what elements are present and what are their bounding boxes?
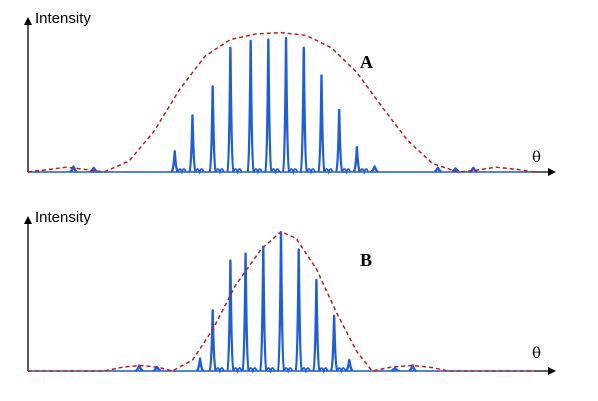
envelope-curve-1 (28, 230, 534, 372)
y-axis-arrow-1 (24, 216, 32, 224)
fringe-peak-0-0 (69, 165, 78, 173)
x-axis-label-1: θ (532, 344, 541, 362)
y-axis-arrow-0 (24, 17, 32, 25)
fringe-peak-1-10 (329, 314, 339, 372)
fringe-peak-1-9 (312, 278, 321, 372)
panel-label-0: A (360, 52, 373, 72)
fringe-peak-0-5 (226, 46, 235, 173)
fringe-peak-0-3 (188, 114, 197, 173)
envelope-curve-0 (27, 31, 535, 173)
fringe-peak-1-2 (195, 357, 205, 372)
fringe-peak-1-6 (258, 245, 268, 372)
fringe-peak-0-15 (451, 167, 460, 173)
fringe-peak-0-9 (299, 46, 309, 173)
fringe-peak-0-14 (433, 166, 442, 173)
fringe-peak-0-10 (317, 74, 326, 173)
fringe-peak-1-8 (294, 248, 304, 372)
y-axis-label-1: Intensity (35, 209, 91, 226)
fringe-peak-0-7 (263, 38, 273, 173)
fringe-peak-0-2 (170, 150, 179, 173)
fringe-peak-1-4 (226, 259, 235, 372)
y-axis-label-0: Intensity (35, 10, 91, 27)
fringe-peak-0-11 (334, 108, 344, 173)
fringe-peak-0-6 (246, 39, 255, 173)
fringe-peak-0-12 (352, 145, 362, 173)
fringe-peak-1-0 (135, 364, 144, 372)
fringe-peak-1-5 (241, 252, 250, 372)
fringe-peak-1-12 (390, 367, 399, 372)
fringe-peak-1-13 (408, 364, 417, 372)
fringe-peak-0-4 (208, 85, 218, 173)
x-axis-arrow-0 (548, 168, 556, 176)
fringe-peak-1-7 (276, 231, 286, 372)
panel-label-1: B (360, 250, 372, 270)
fringe-peak-1-3 (208, 309, 218, 372)
x-axis-arrow-1 (548, 367, 556, 375)
x-axis-label-0: θ (532, 148, 541, 166)
fringe-peak-1-11 (345, 358, 354, 372)
fringe-peak-0-13 (370, 165, 379, 173)
fringe-peak-0-8 (281, 36, 291, 173)
